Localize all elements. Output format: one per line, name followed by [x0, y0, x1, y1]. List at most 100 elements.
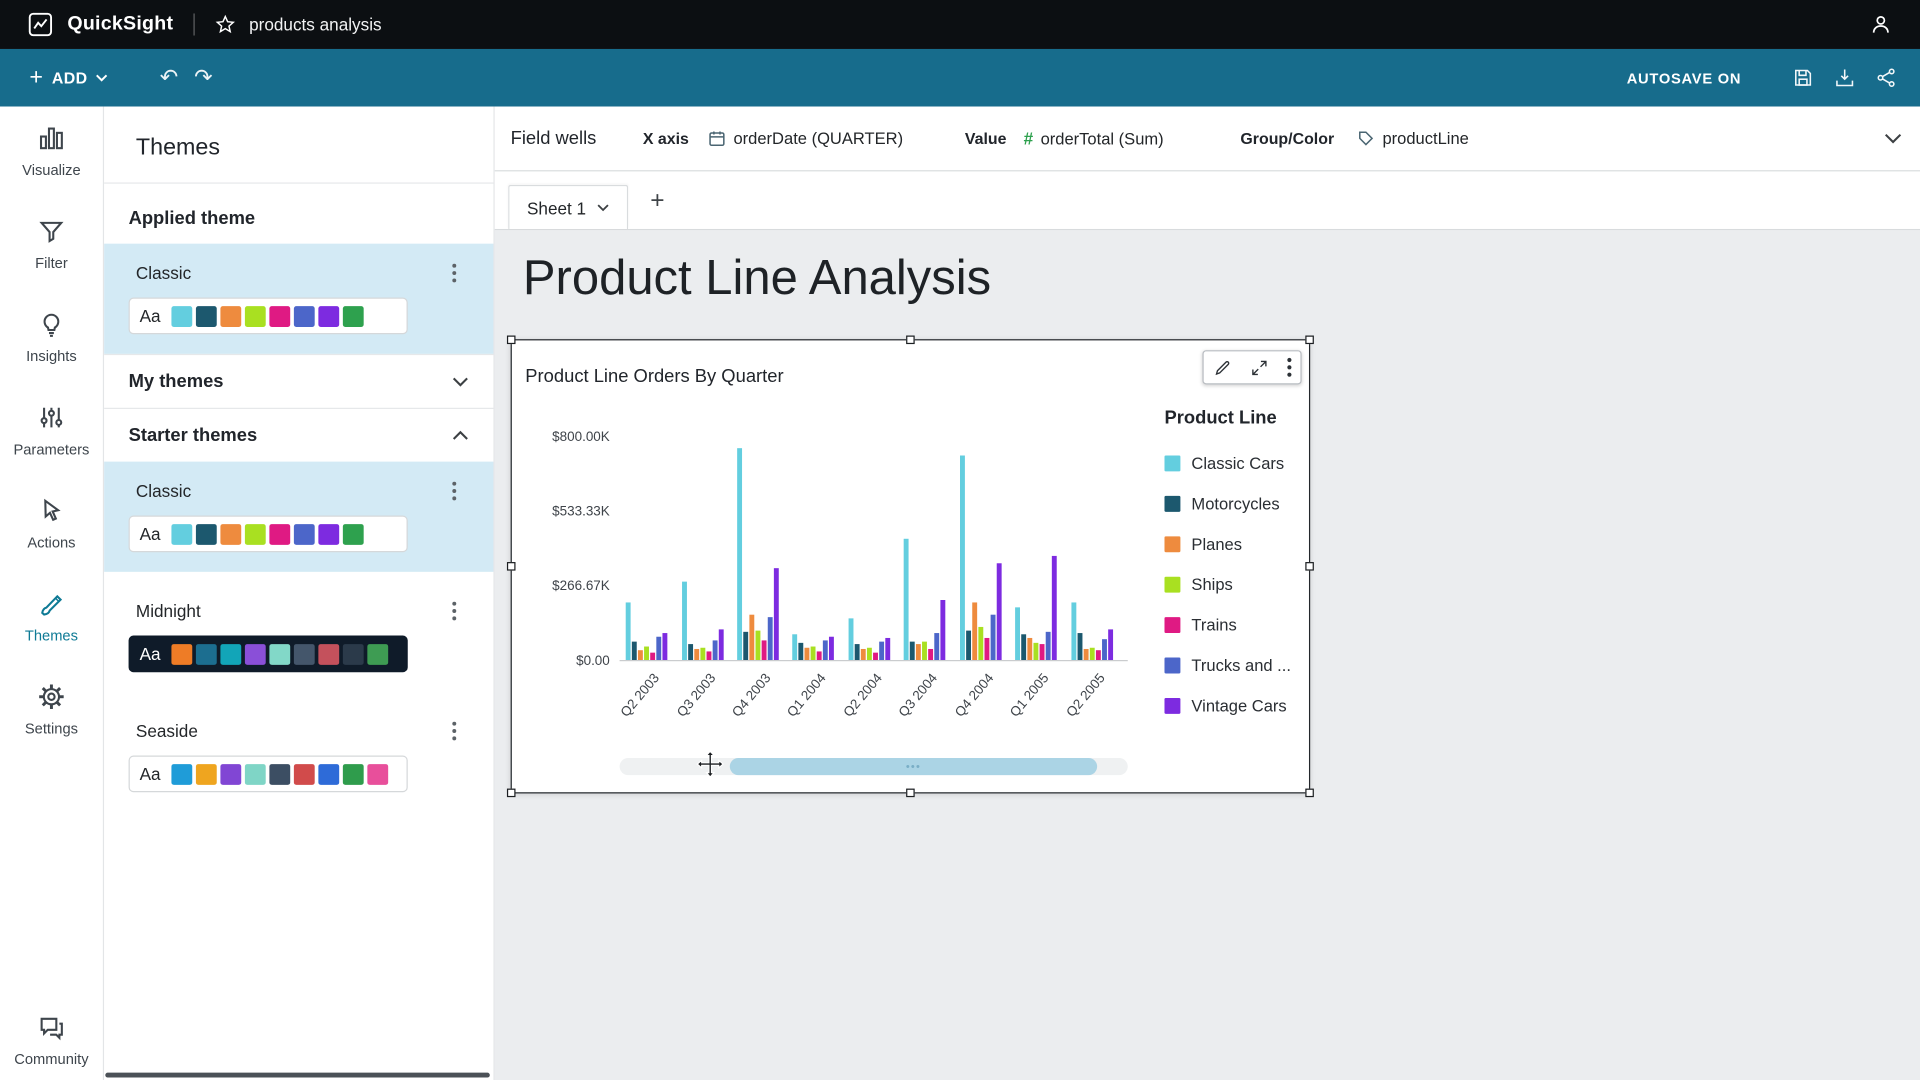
- theme-color-swatch: [343, 763, 364, 785]
- share-icon[interactable]: [1875, 66, 1898, 89]
- sheet-tab-bar: Sheet 1 +: [494, 171, 1920, 231]
- bar-segment: [965, 630, 971, 660]
- topbar-divider: [194, 13, 196, 36]
- legend-color-swatch: [1164, 617, 1181, 634]
- legend-label: Trains: [1191, 615, 1237, 635]
- user-profile-icon[interactable]: [1869, 12, 1893, 36]
- visual-bar-chart[interactable]: Product Line Orders By Quarter: [506, 335, 1314, 798]
- group-color-well[interactable]: productLine: [1357, 129, 1469, 148]
- add-button[interactable]: + ADD: [29, 66, 108, 89]
- analysis-canvas[interactable]: Product Line Analysis Product Line Order…: [494, 230, 1920, 1080]
- sidebar-item-label: Actions: [27, 533, 76, 552]
- themes-panel: Themes Applied theme Classic Aa My theme…: [104, 106, 495, 1080]
- y-axis-tick-label: $0.00: [576, 653, 610, 669]
- cursor-action-icon: [44, 498, 61, 522]
- theme-color-swatch: [196, 305, 217, 327]
- theme-color-swatch: [220, 763, 242, 785]
- resize-handle[interactable]: [1305, 561, 1314, 570]
- resize-handle[interactable]: [905, 788, 915, 798]
- bar-segment: [705, 651, 711, 660]
- theme-preview[interactable]: Aa: [128, 297, 408, 335]
- x-axis-tick-label: Q2 2005: [1063, 671, 1108, 721]
- legend-label: Classic Cars: [1191, 454, 1285, 473]
- legend-item[interactable]: Planes: [1164, 535, 1308, 553]
- legend-item[interactable]: Trains: [1164, 616, 1308, 634]
- favorite-star-icon[interactable]: [216, 14, 236, 35]
- chevron-down-icon: [96, 74, 108, 82]
- visual-menu-button[interactable]: [1286, 357, 1291, 378]
- bar-segment: [829, 636, 835, 660]
- starter-themes-section-toggle[interactable]: Starter themes: [104, 409, 493, 462]
- sidebar-item-themes[interactable]: Themes: [0, 589, 103, 644]
- themes-panel-scrollbar[interactable]: [105, 1072, 490, 1078]
- value-well[interactable]: # orderTotal (Sum): [1024, 129, 1164, 149]
- legend-color-swatch: [1164, 455, 1181, 472]
- sidebar-item-filter[interactable]: Filter: [0, 217, 103, 272]
- bar-chart-icon: [39, 127, 63, 150]
- maximize-visual-button[interactable]: [1250, 358, 1268, 376]
- top-bar-left: QuickSight products analysis: [0, 11, 382, 38]
- bar-segment: [916, 644, 922, 660]
- theme-menu-button[interactable]: [447, 599, 462, 623]
- scrollbar-grip-dots: •••: [905, 759, 922, 773]
- chart-horizontal-scrollbar[interactable]: •••: [619, 757, 1128, 776]
- sidebar-item-community[interactable]: Community: [0, 1013, 103, 1068]
- sidebar-item-settings[interactable]: Settings: [0, 682, 103, 737]
- resize-handle[interactable]: [506, 561, 516, 570]
- applied-theme-card-classic[interactable]: Classic Aa: [104, 243, 494, 354]
- theme-color-swatch: [343, 643, 364, 665]
- resize-handle[interactable]: [506, 788, 516, 798]
- add-sheet-button[interactable]: +: [650, 186, 665, 214]
- quicksight-logo-icon[interactable]: [27, 11, 54, 38]
- starter-theme-card-midnight[interactable]: Midnight Aa: [104, 582, 493, 692]
- bar-segment: [928, 648, 934, 660]
- redo-button[interactable]: ↷: [194, 64, 213, 90]
- starter-theme-card-seaside[interactable]: Seaside Aa: [104, 702, 493, 812]
- theme-menu-button[interactable]: [447, 261, 462, 285]
- resize-handle[interactable]: [1305, 335, 1314, 345]
- sidebar-item-visualize[interactable]: Visualize: [0, 124, 103, 179]
- theme-color-swatch: [294, 643, 315, 665]
- sidebar-item-parameters[interactable]: Parameters: [0, 403, 103, 458]
- analysis-name[interactable]: products analysis: [249, 14, 382, 35]
- resize-handle[interactable]: [506, 335, 516, 345]
- legend-color-swatch: [1164, 576, 1181, 593]
- legend-item[interactable]: Ships: [1164, 576, 1308, 594]
- chevron-down-icon: [1884, 133, 1902, 144]
- legend-label: Trucks and ...: [1191, 656, 1291, 675]
- scrollbar-handle[interactable]: •••: [729, 757, 1098, 776]
- save-icon[interactable]: [1791, 66, 1814, 89]
- legend-item[interactable]: Vintage Cars: [1164, 697, 1308, 715]
- undo-button[interactable]: ↶: [159, 64, 179, 90]
- resize-handle[interactable]: [905, 335, 915, 345]
- legend-item[interactable]: Motorcycles: [1164, 495, 1308, 513]
- community-chat-icon: [40, 1017, 63, 1041]
- resize-handle[interactable]: [1305, 788, 1314, 798]
- tab-sheet-1[interactable]: Sheet 1: [508, 184, 629, 229]
- theme-preview[interactable]: Aa: [128, 515, 408, 553]
- sidebar-item-actions[interactable]: Actions: [0, 496, 103, 551]
- export-icon[interactable]: [1833, 66, 1856, 89]
- theme-menu-button[interactable]: [447, 719, 462, 743]
- my-themes-section-toggle[interactable]: My themes: [104, 355, 493, 408]
- bar-segment: [940, 599, 946, 660]
- bar-segment: [773, 567, 779, 660]
- theme-name: Classic: [135, 263, 192, 283]
- theme-color-swatch: [343, 523, 364, 545]
- field-wells-collapse-button[interactable]: [1883, 132, 1903, 144]
- autosave-status[interactable]: AUTOSAVE ON: [1626, 69, 1742, 87]
- bar-segment: [848, 618, 854, 660]
- starter-theme-card-classic[interactable]: Classic Aa: [104, 461, 494, 572]
- theme-preview[interactable]: Aa: [128, 635, 408, 673]
- edit-visual-button[interactable]: [1213, 358, 1231, 376]
- undo-redo-group: ↶ ↷: [159, 64, 213, 90]
- theme-color-swatch: [171, 643, 193, 665]
- plus-icon: +: [29, 64, 44, 91]
- legend-item[interactable]: Trucks and ...: [1164, 656, 1308, 675]
- theme-preview[interactable]: Aa: [128, 755, 408, 793]
- x-axis-well[interactable]: orderDate (QUARTER): [708, 129, 903, 148]
- theme-menu-button[interactable]: [447, 479, 462, 503]
- field-wells-bar[interactable]: Field wells X axis orderDate (QUARTER) V…: [494, 106, 1920, 172]
- sidebar-item-insights[interactable]: Insights: [0, 310, 103, 365]
- legend-item[interactable]: Classic Cars: [1164, 454, 1308, 473]
